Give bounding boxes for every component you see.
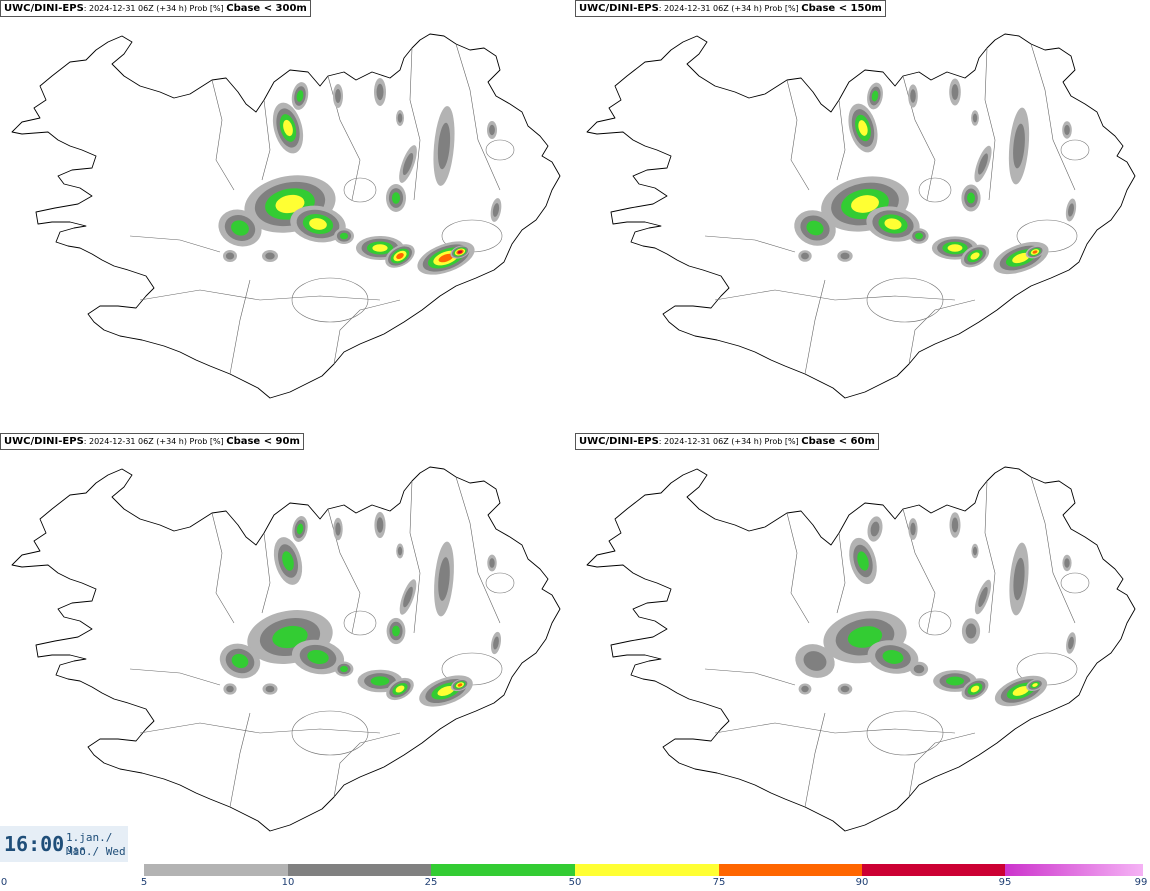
panel-meta: : 2024-12-31 06Z (+34 h) Prob [%] bbox=[658, 4, 802, 13]
colorbar-tick-label: 25 bbox=[424, 877, 438, 888]
iceland-map-3 bbox=[11, 466, 561, 832]
map-panel-1: UWC/DINI-EPS: 2024-12-31 06Z (+34 h) Pro… bbox=[0, 0, 575, 430]
valid-weekday: Mið./ Wed bbox=[66, 845, 126, 858]
colorbar-segment bbox=[719, 864, 862, 876]
valid-date: 1.jan./ Jan bbox=[66, 831, 113, 857]
panel-meta: : 2024-12-31 06Z (+34 h) Prob [%] bbox=[83, 4, 227, 13]
colorbar-tick-label: 10 bbox=[281, 877, 295, 888]
map-panel-2: UWC/DINI-EPS: 2024-12-31 06Z (+34 h) Pro… bbox=[575, 0, 1150, 430]
colorbar-segment bbox=[431, 864, 575, 876]
map-panel-4: UWC/DINI-EPS: 2024-12-31 06Z (+34 h) Pro… bbox=[575, 433, 1150, 863]
valid-time-box: 16:00 1.jan./ Jan Mið./ Wed bbox=[0, 826, 128, 862]
panel-meta: : 2024-12-31 06Z (+34 h) Prob [%] bbox=[658, 437, 802, 446]
panel-title-2: UWC/DINI-EPS: 2024-12-31 06Z (+34 h) Pro… bbox=[575, 0, 886, 17]
colorbar-tick-label: 0 bbox=[0, 877, 8, 888]
colorbar-tick-label: 95 bbox=[998, 877, 1012, 888]
panel-title-4: UWC/DINI-EPS: 2024-12-31 06Z (+34 h) Pro… bbox=[575, 433, 879, 450]
panel-threshold: Cbase < 90m bbox=[226, 436, 300, 447]
panel-source: UWC/DINI-EPS bbox=[4, 436, 84, 447]
valid-time-clock: 16:00 bbox=[4, 832, 65, 856]
colorbar-tick-label: 90 bbox=[855, 877, 869, 888]
panel-title-1: UWC/DINI-EPS: 2024-12-31 06Z (+34 h) Pro… bbox=[0, 0, 311, 17]
colorbar-tick-label: 50 bbox=[568, 877, 582, 888]
panel-threshold: Cbase < 60m bbox=[801, 436, 875, 447]
panel-source: UWC/DINI-EPS bbox=[579, 3, 659, 14]
iceland-map-2 bbox=[586, 33, 1136, 399]
panel-meta: : 2024-12-31 06Z (+34 h) Prob [%] bbox=[83, 437, 227, 446]
panel-source: UWC/DINI-EPS bbox=[579, 436, 659, 447]
colorbar-tick-label: 5 bbox=[140, 877, 148, 888]
colorbar-segment bbox=[1005, 864, 1143, 876]
colorbar-segment bbox=[144, 864, 288, 876]
panel-threshold: Cbase < 300m bbox=[226, 3, 307, 14]
iceland-map-1 bbox=[11, 33, 561, 399]
iceland-map-4 bbox=[586, 466, 1136, 832]
colorbar-segment bbox=[575, 864, 719, 876]
panel-title-3: UWC/DINI-EPS: 2024-12-31 06Z (+34 h) Pro… bbox=[0, 433, 304, 450]
panel-source: UWC/DINI-EPS bbox=[4, 3, 84, 14]
probability-colorbar: 0 5 10 25 50 75 90 95 99 bbox=[0, 862, 1150, 891]
colorbar-segment bbox=[288, 864, 431, 876]
colorbar-tick-label: 75 bbox=[712, 877, 726, 888]
colorbar-segment bbox=[862, 864, 1005, 876]
colorbar-tick-label: 99 bbox=[1134, 877, 1148, 888]
panel-threshold: Cbase < 150m bbox=[801, 3, 882, 14]
map-panel-3: UWC/DINI-EPS: 2024-12-31 06Z (+34 h) Pro… bbox=[0, 433, 575, 863]
